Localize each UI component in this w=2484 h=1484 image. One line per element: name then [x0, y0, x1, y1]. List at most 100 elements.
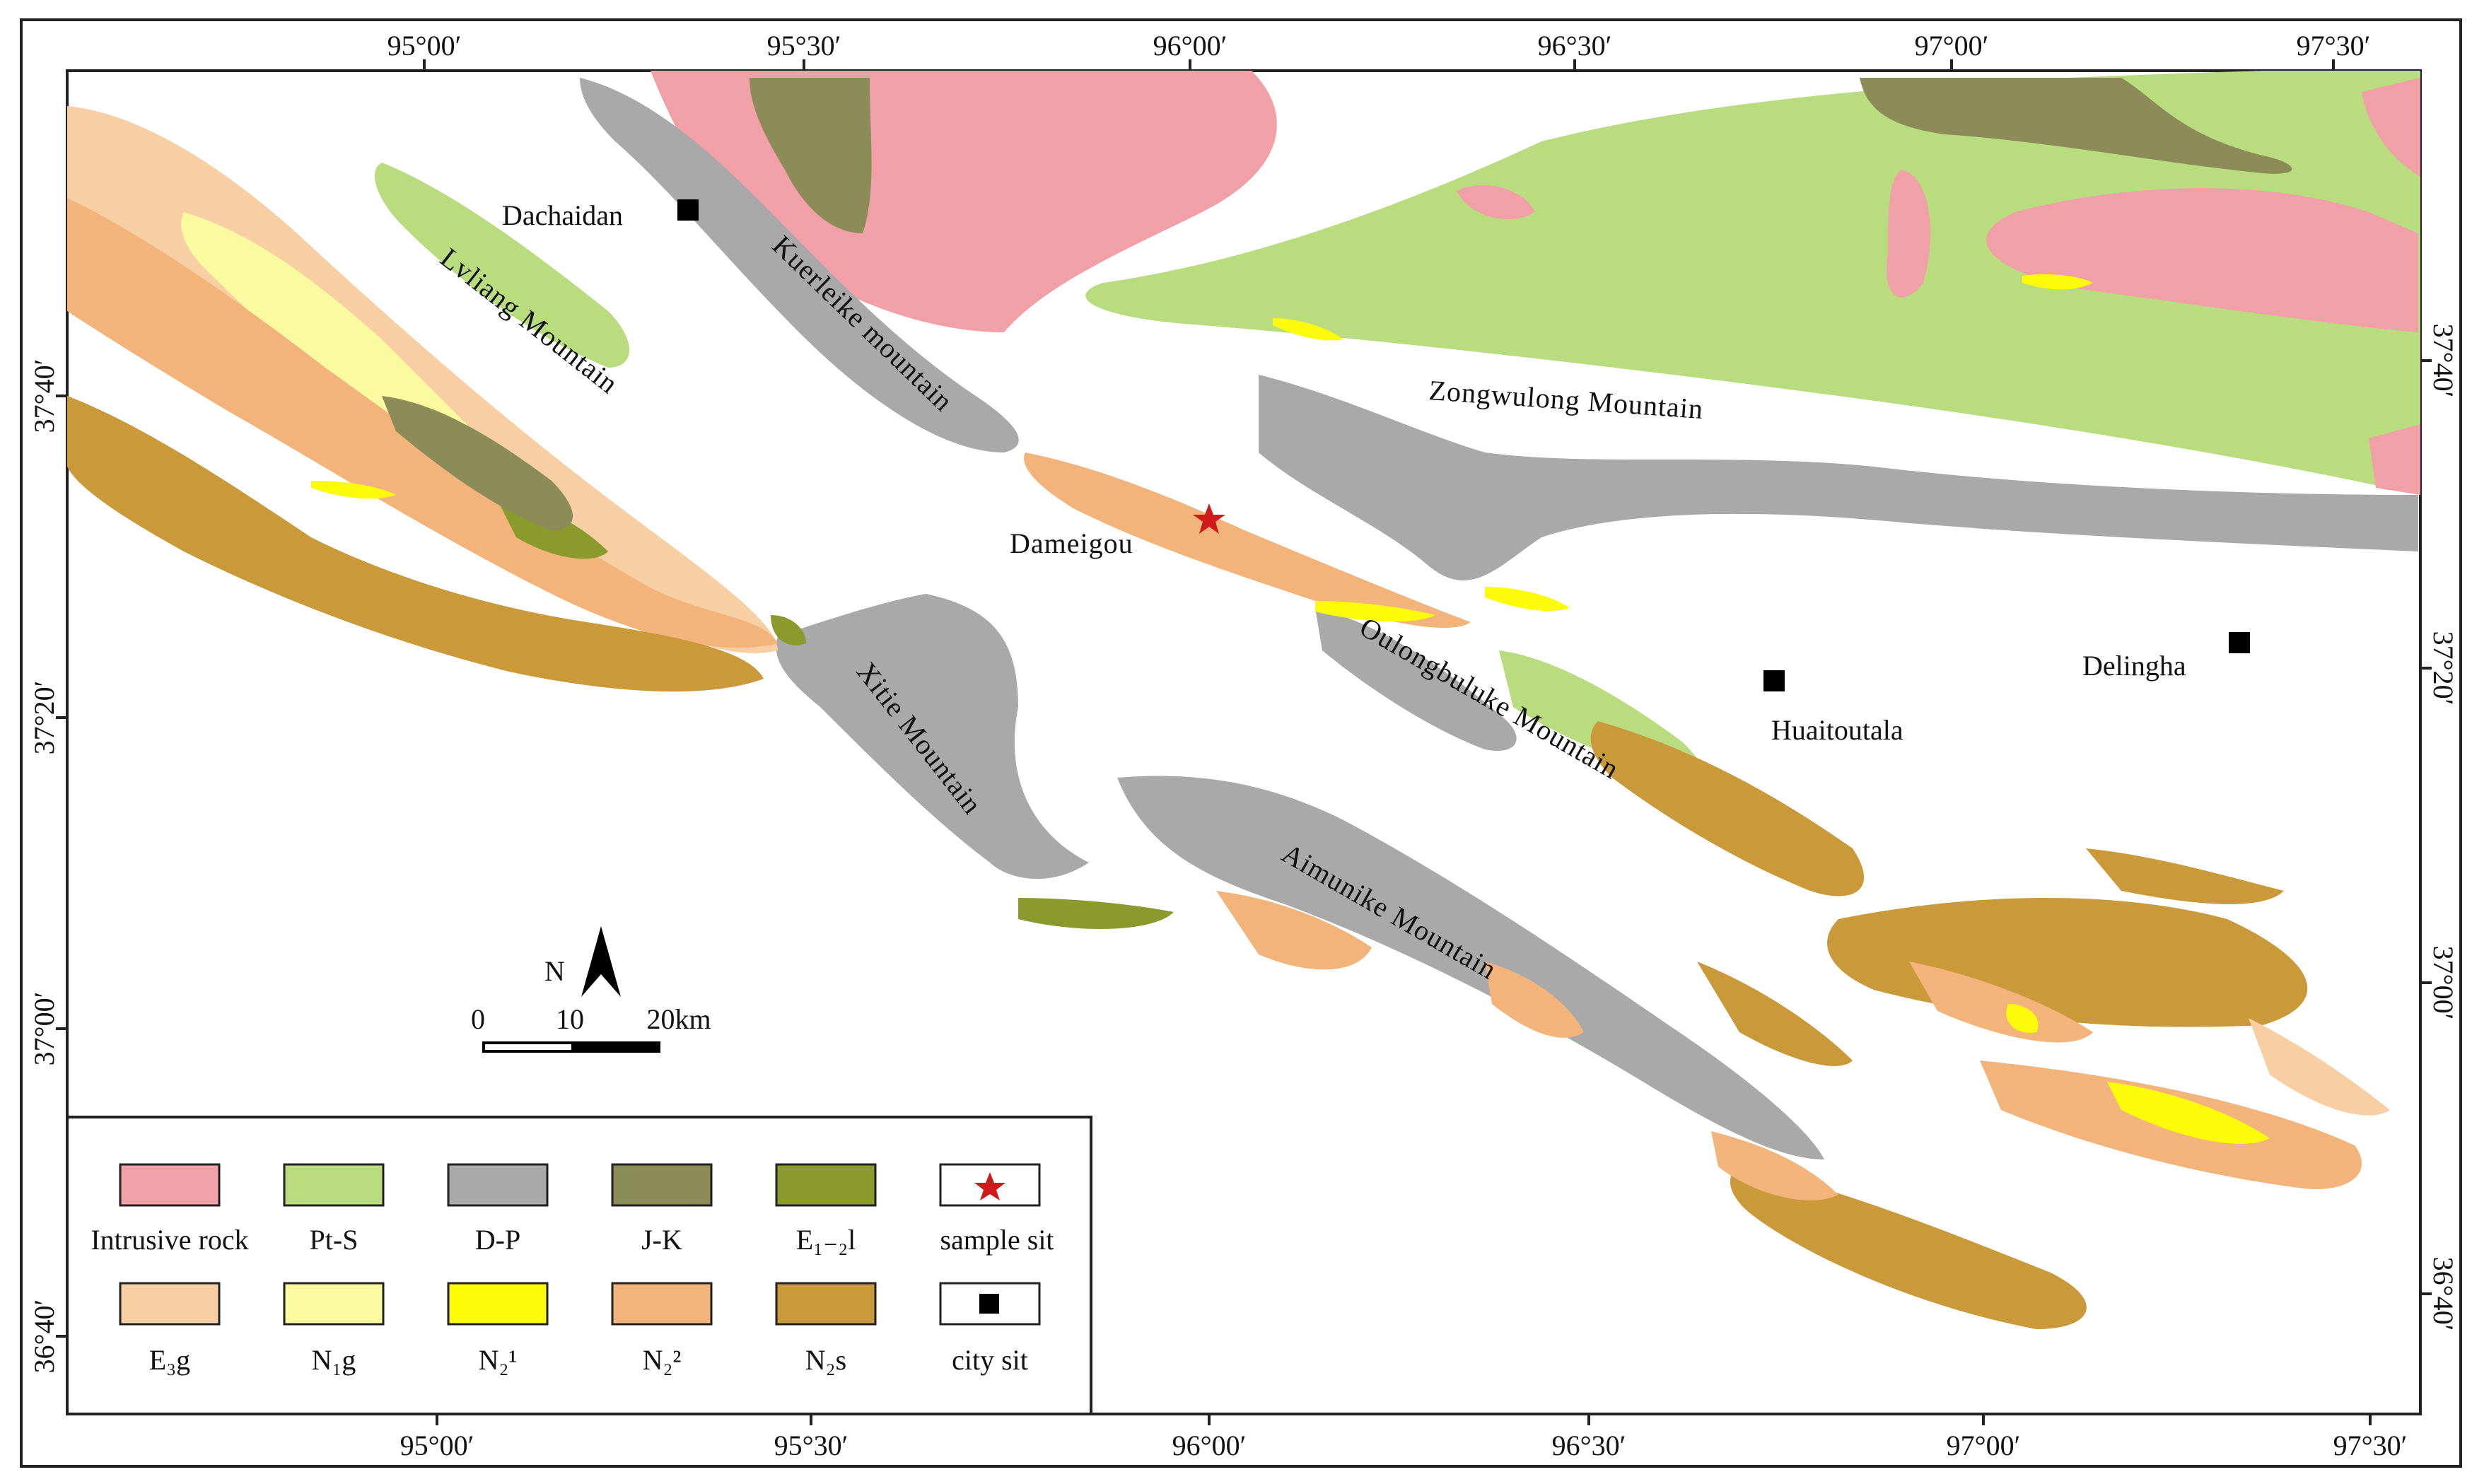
legend-label-n21: N₂¹ — [479, 1344, 518, 1376]
label-huaitoutala: Huaitoutala — [1771, 714, 1903, 746]
unit-n22 — [1216, 891, 1372, 970]
sample-star-icon — [1193, 503, 1225, 534]
tick-bottom-2: 95°30′ — [774, 1430, 849, 1461]
city-marker-huaitoutala — [1763, 670, 1785, 691]
legend-label-pt-s: Pt-S — [310, 1224, 358, 1256]
tick-bottom-1: 95°00′ — [400, 1430, 474, 1461]
legend-label-sample: sample sit — [940, 1224, 1054, 1256]
unit-j-k — [750, 78, 872, 233]
tick-top-2: 95°30′ — [767, 30, 841, 62]
tick-left-3: 37°00′ — [28, 992, 60, 1066]
unit-intrusive — [1986, 188, 2418, 332]
tick-labels-left: 37°40′ 37°20′ 37°00′ 36°40′ — [28, 359, 60, 1374]
label-dachaidan: Dachaidan — [502, 199, 623, 231]
unit-n2s — [1590, 721, 1865, 896]
tick-labels-top: 95°00′ 95°30′ 96°00′ 96°30′ 97°00′ 97°30… — [387, 30, 2371, 62]
legend: Intrusive rock Pt-S D-P J-K E₁₋₂l sample… — [66, 1116, 1092, 1415]
legend-swatch-intrusive — [119, 1163, 221, 1207]
unit-n21 — [2006, 1004, 2039, 1033]
unit-n21 — [1315, 601, 1435, 622]
cities: Dachaidan Huaitoutala Delingha — [502, 199, 2250, 746]
unit-pt-s — [1085, 71, 2420, 495]
unit-j-k — [1860, 78, 2292, 174]
unit-n2s — [67, 396, 764, 692]
north-label: N — [544, 955, 566, 987]
tick-top-1: 95°00′ — [387, 30, 462, 62]
geology-units — [67, 71, 2420, 1329]
legend-label-n1g: N₁g — [312, 1344, 356, 1376]
tick-top-4: 96°30′ — [1538, 30, 1612, 62]
legend-swatch-e12l — [775, 1163, 877, 1207]
unit-e3g — [2249, 1018, 2390, 1116]
legend-label-j-k: J-K — [641, 1224, 682, 1256]
tick-left-2: 37°20′ — [28, 681, 60, 755]
scale-label-10: 10 — [556, 1003, 584, 1035]
unit-d-p — [580, 78, 1019, 452]
legend-box — [66, 1116, 1092, 1415]
unit-intrusive — [1887, 170, 1930, 298]
unit-intrusive — [2369, 424, 2420, 495]
unit-n21 — [2107, 1082, 2270, 1144]
legend-swatch-j-k — [611, 1163, 713, 1207]
tick-labels-right: 37°40′ 37°20′ 37°00′ 36°40′ — [2427, 324, 2459, 1331]
unit-n22 — [1711, 1131, 1838, 1200]
scale-bar: 0 10 20km — [471, 1003, 711, 1053]
tick-right-1: 37°40′ — [2427, 324, 2459, 398]
legend-label-n22: N₂² — [643, 1344, 682, 1376]
unit-pt-s — [375, 163, 629, 368]
legend-label-e12l: E₁₋₂l — [796, 1224, 856, 1256]
legend-label-d-p: D-P — [475, 1224, 520, 1256]
unit-n22 — [67, 198, 778, 648]
north-arrow-icon — [581, 926, 621, 997]
legend-swatch-n22 — [611, 1282, 713, 1326]
scale-label-0: 0 — [471, 1003, 485, 1035]
legend-label-intrusive: Intrusive rock — [91, 1224, 248, 1256]
unit-e12l — [1018, 898, 1174, 929]
ticks — [56, 59, 2432, 1425]
unit-d-p — [1117, 776, 1824, 1159]
legend-label-n2s: N₂s — [805, 1344, 846, 1376]
north-arrow: N — [544, 926, 621, 997]
unit-n21 — [1273, 318, 1343, 341]
tick-left-1: 37°40′ — [28, 359, 60, 433]
tick-labels-bottom: 95°00′ 95°30′ 96°00′ 96°30′ 97°00′ 97°30… — [400, 1430, 2408, 1461]
tick-bottom-3: 96°00′ — [1172, 1430, 1247, 1461]
unit-e12l — [771, 615, 806, 645]
unit-intrusive — [1457, 185, 1534, 219]
unit-d-p — [776, 594, 1089, 880]
city-marker-delingha — [2229, 632, 2250, 653]
legend-city-icon — [979, 1294, 999, 1314]
tick-right-2: 37°20′ — [2427, 631, 2459, 706]
unit-n2s — [2086, 848, 2284, 904]
sample-site: Dameigou — [1010, 503, 1225, 559]
legend-swatch-n1g — [283, 1282, 385, 1326]
legend-swatch-pt-s — [283, 1163, 385, 1207]
scale-bar-black — [571, 1041, 660, 1053]
scale-label-20: 20km — [646, 1003, 711, 1035]
unit-intrusive — [2362, 78, 2420, 177]
legend-swatch-d-p — [447, 1163, 549, 1207]
city-marker-dachaidan — [677, 199, 699, 221]
legend-star-icon — [974, 1172, 1005, 1200]
unit-n21 — [311, 481, 396, 499]
unit-n21 — [2022, 274, 2093, 290]
unit-n2s — [1730, 1167, 2087, 1329]
unit-d-p — [1315, 608, 1517, 751]
scale-bar-white — [482, 1041, 574, 1053]
unit-j-k — [382, 396, 573, 530]
unit-n22 — [1024, 452, 1471, 629]
tick-top-6: 97°30′ — [2297, 30, 2371, 62]
legend-label-e3g: E₃g — [149, 1344, 190, 1376]
label-delingha: Delingha — [2082, 650, 2186, 682]
tick-top-3: 96°00′ — [1153, 30, 1228, 62]
label-dameigou: Dameigou — [1010, 527, 1133, 559]
legend-label-city: city sit — [952, 1344, 1028, 1376]
unit-n22 — [1485, 962, 1584, 1038]
tick-left-4: 36°40′ — [28, 1299, 60, 1374]
tick-right-3: 37°00′ — [2427, 946, 2459, 1020]
tick-right-4: 36°40′ — [2427, 1257, 2459, 1331]
tick-bottom-4: 96°30′ — [1552, 1430, 1626, 1461]
unit-n2s — [1697, 962, 1853, 1066]
tick-top-5: 97°00′ — [1915, 30, 1989, 62]
